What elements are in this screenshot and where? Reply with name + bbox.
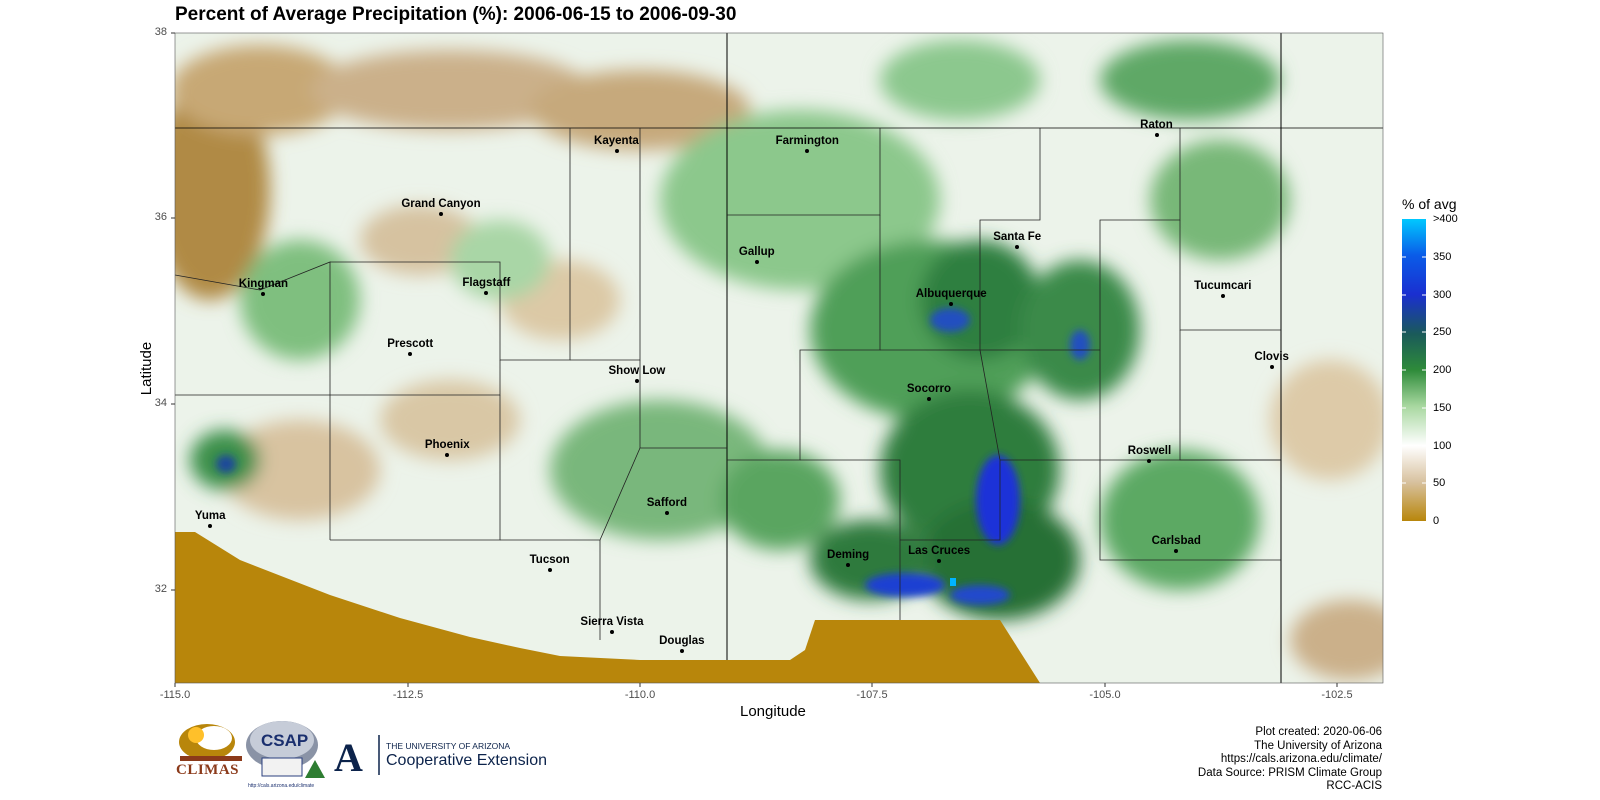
legend-tick-label: 200 <box>1433 364 1452 376</box>
ua-extension-text: Cooperative Extension <box>386 752 547 769</box>
map-panel <box>175 33 1383 683</box>
city-marker <box>438 212 443 217</box>
city-label: Farmington <box>775 134 839 147</box>
precip-high-values <box>216 308 1090 605</box>
x-tick-label: -105.0 <box>1089 689 1121 701</box>
city-marker <box>609 629 614 634</box>
credit-line: The University of Arizona <box>1254 739 1382 752</box>
city-marker <box>261 291 266 296</box>
chart-title: Percent of Average Precipitation (%): 20… <box>175 4 737 25</box>
legend-tick-label: 150 <box>1433 402 1452 414</box>
precip-max-cell <box>950 578 956 586</box>
credit-line: Data Source: PRISM Climate Group <box>1197 766 1382 779</box>
city-label: Show Low <box>608 365 666 378</box>
climas-logo <box>179 724 242 761</box>
city-label: Grand Canyon <box>401 198 481 211</box>
x-axis-label: Longitude <box>740 703 806 720</box>
city-marker <box>949 302 954 307</box>
csap-url-text: http://cals.arizona.edu/climate <box>248 783 315 789</box>
x-tick-label: -102.5 <box>1321 689 1353 701</box>
city-label: Flagstaff <box>462 276 511 289</box>
map-frame <box>174 32 1384 684</box>
climas-logo-text: CLIMAS <box>176 762 240 778</box>
credit-line: RCC-ACIS <box>1326 780 1382 792</box>
city-label: Clovis <box>1254 351 1289 364</box>
city-marker <box>1174 549 1179 554</box>
axis-ticks <box>171 32 1338 687</box>
city-marker <box>635 379 639 384</box>
city-label: Raton <box>1140 119 1173 132</box>
city-label: Kayenta <box>594 134 639 147</box>
ua-small-text: THE UNIVERSITY OF ARIZONA <box>386 741 511 751</box>
ua-a-logo: A <box>334 735 363 780</box>
csap-logo <box>246 721 325 778</box>
city-label: Socorro <box>906 382 951 395</box>
y-tick-label: 32 <box>154 583 167 595</box>
city-marker <box>1015 245 1020 250</box>
city-label: Santa Fe <box>993 231 1042 244</box>
city-label: Yuma <box>194 510 226 523</box>
csap-logo-text: CSAP <box>261 731 309 750</box>
legend-tick-label: >400 <box>1433 213 1458 225</box>
legend-tick-label: 350 <box>1433 251 1452 263</box>
credit-line: https://cals.arizona.edu/climate/ <box>1220 753 1382 765</box>
city-marker <box>1154 133 1159 138</box>
city-label: Sierra Vista <box>580 615 644 628</box>
city-marker <box>846 563 851 568</box>
no-data-region <box>175 532 1040 683</box>
city-marker <box>805 148 810 153</box>
plot-credits: Plot created: 2020-06-06 The University … <box>1198 726 1382 794</box>
city-marker <box>679 649 684 654</box>
city-marker <box>754 260 759 265</box>
legend-ticks <box>1402 256 1426 484</box>
county-lines <box>175 128 1281 640</box>
legend-tick-label: 300 <box>1433 289 1452 301</box>
legend-title: % of avg <box>1402 196 1457 212</box>
city-marker <box>937 559 942 564</box>
city-label: Albuquerque <box>915 288 987 301</box>
city-marker <box>445 453 450 458</box>
city-marker <box>1220 293 1225 298</box>
city-marker <box>547 567 552 572</box>
city-label: Gallup <box>738 246 775 259</box>
city-label: Las Cruces <box>908 545 971 558</box>
city-label: Kingman <box>238 277 288 290</box>
city-label: Carlsbad <box>1151 535 1201 548</box>
legend-tick-label: 100 <box>1433 440 1452 452</box>
city-marker <box>664 511 669 516</box>
city-label: Prescott <box>387 338 434 351</box>
city-marker <box>926 396 931 401</box>
city-label: Douglas <box>659 635 705 648</box>
city-label: Safford <box>646 497 687 510</box>
legend-tick-label: 250 <box>1433 326 1452 338</box>
city-label: Deming <box>827 549 870 562</box>
city-marker <box>614 148 619 153</box>
city-label: Roswell <box>1127 445 1172 458</box>
credit-line: Plot created: 2020-06-06 <box>1255 726 1382 738</box>
x-tick-label: -107.5 <box>856 689 888 701</box>
city-marker <box>408 352 413 357</box>
city-label: Tucson <box>529 553 570 566</box>
x-tick-label: -115.0 <box>159 689 191 701</box>
city-label: Tucumcari <box>1194 279 1252 292</box>
x-tick-label: -112.5 <box>392 689 424 701</box>
city-marker <box>1269 365 1274 370</box>
city-label: Phoenix <box>424 439 470 452</box>
city-marker <box>208 524 213 529</box>
legend-tick-label: 0 <box>1433 515 1440 527</box>
city-marker <box>1147 459 1152 464</box>
y-tick-label: 38 <box>154 26 167 38</box>
y-tick-label: 34 <box>154 397 167 409</box>
legend-tick-label: 50 <box>1433 477 1446 489</box>
x-tick-label: -110.0 <box>624 689 656 701</box>
y-tick-label: 36 <box>154 211 167 223</box>
city-marker <box>484 290 489 295</box>
